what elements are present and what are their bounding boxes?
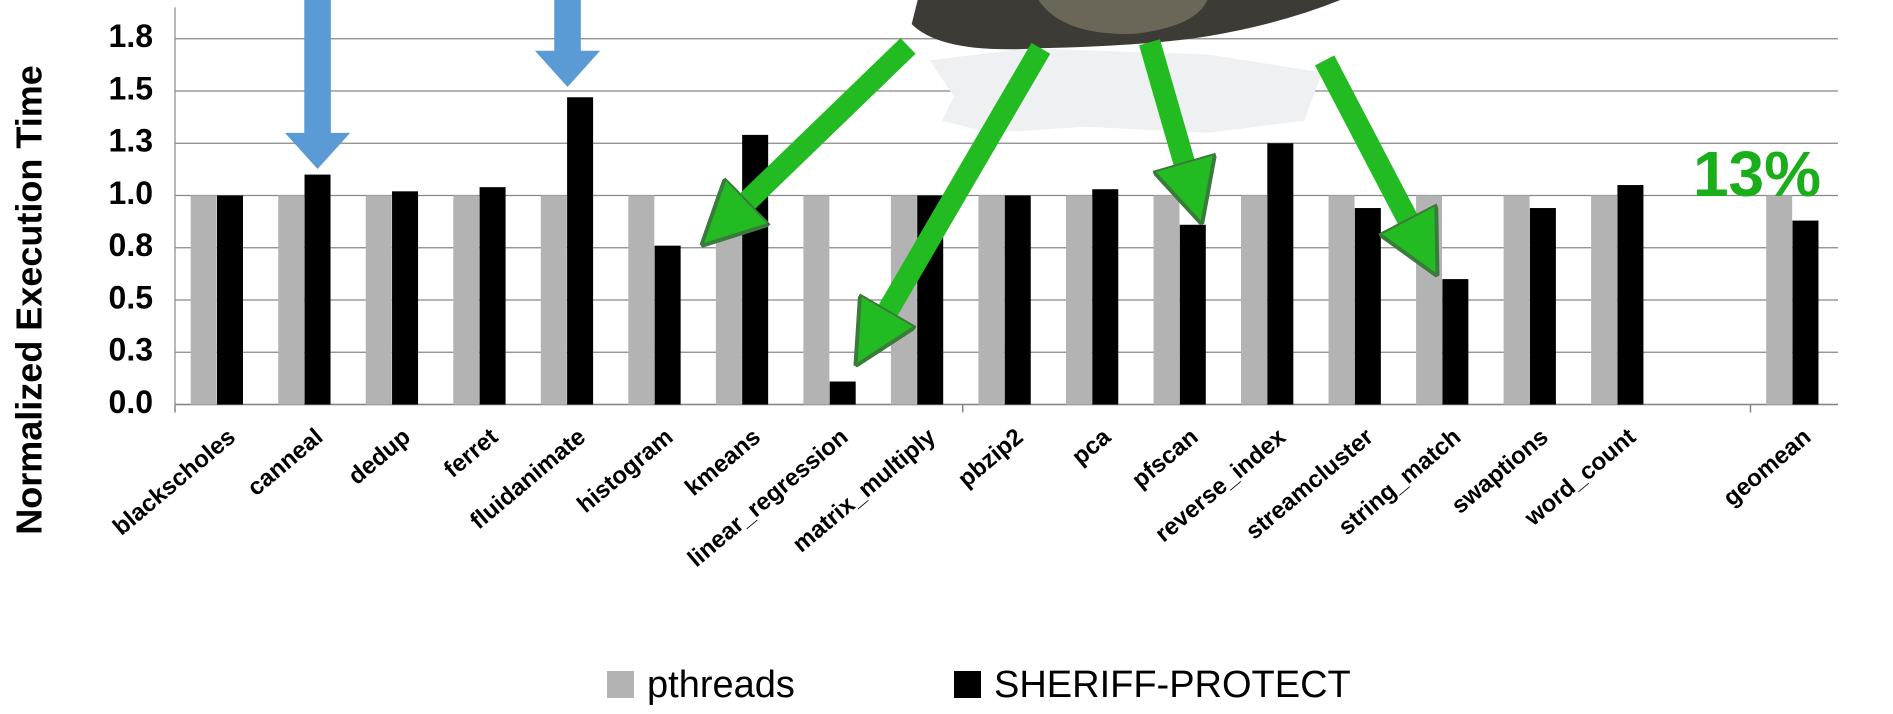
bar [190, 195, 217, 405]
bar [1328, 195, 1355, 405]
bar [1617, 185, 1644, 405]
x-tick-label: pfscan [1127, 423, 1204, 493]
x-tick-label: blackscholes [108, 423, 241, 541]
arrow [1314, 55, 1423, 247]
bar [1529, 208, 1556, 405]
y-tick-label: 1.5 [109, 70, 153, 106]
bar [1004, 195, 1031, 405]
legend-label: SHERIFF-PROTECT [994, 664, 1351, 706]
bar [1241, 195, 1268, 405]
legend-swatch [607, 671, 634, 698]
bar [1591, 195, 1618, 405]
x-tick-label: pca [1067, 423, 1117, 471]
y-tick-label: 0.0 [109, 384, 153, 420]
arrow [872, 42, 1051, 338]
bar [1092, 189, 1119, 405]
x-tick-label: ferret [439, 423, 503, 483]
y-tick-label: 0.5 [109, 279, 153, 315]
arrow [1139, 39, 1193, 193]
bar [803, 195, 830, 405]
y-tick-label: 0.8 [109, 227, 153, 263]
x-tick-label: pbzip2 [953, 423, 1029, 493]
bar [304, 174, 331, 405]
x-tick-label: dedup [343, 423, 416, 490]
arrow [725, 38, 916, 224]
bar [1065, 195, 1092, 405]
bar [654, 245, 681, 405]
x-tick-label: kmeans [680, 423, 766, 501]
bar [540, 195, 567, 405]
bar [1766, 195, 1793, 405]
bar [628, 195, 655, 405]
arrow [534, 0, 601, 87]
bar [453, 195, 480, 405]
legend-swatch [954, 671, 981, 698]
x-tick-label: geomean [1718, 423, 1816, 511]
bar [1153, 195, 1180, 405]
bar [829, 381, 856, 405]
x-tick-label: matrix_multiply [788, 423, 942, 558]
x-tick-label: canneal [242, 423, 328, 501]
snail-shell [1038, 0, 1208, 34]
arrow [284, 0, 351, 170]
bar [1354, 208, 1381, 405]
bar [1179, 224, 1206, 405]
y-tick-label: 0.3 [109, 332, 153, 368]
y-tick-label: 1.0 [109, 175, 153, 211]
y-tick-label: 1.3 [109, 123, 153, 159]
y-tick-label: 1.8 [109, 18, 153, 54]
bar [567, 97, 594, 405]
bar [1792, 220, 1819, 405]
bar [365, 195, 392, 405]
bar [278, 195, 305, 405]
decorations [284, 0, 1423, 338]
y-axis-title: Normalized Execution Time [9, 65, 50, 534]
bar [1442, 279, 1469, 405]
bar [1267, 143, 1294, 405]
bar [392, 191, 419, 405]
x-tick-label: linear_regression [683, 423, 854, 572]
bar [978, 195, 1005, 405]
legend-label: pthreads [647, 664, 795, 706]
bar [479, 187, 506, 405]
x-tick-label: histogram [572, 423, 678, 518]
bar [1503, 195, 1530, 405]
annotation: 13% [1693, 138, 1821, 210]
bar [217, 195, 243, 405]
